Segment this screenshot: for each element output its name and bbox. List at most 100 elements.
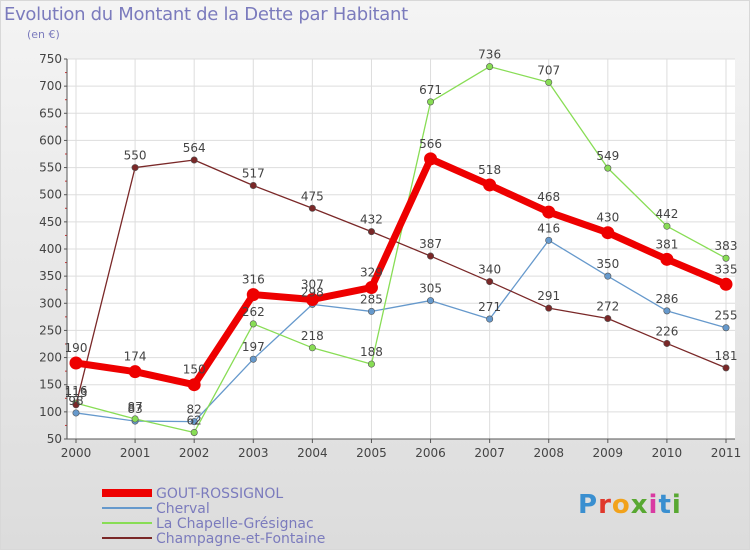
data-label-3: 550 <box>124 149 147 163</box>
x-tick-label: 2001 <box>120 446 151 460</box>
series-point-0 <box>483 178 497 192</box>
series-point-3 <box>367 228 375 236</box>
x-tick-label: 2006 <box>415 446 446 460</box>
series-point-1 <box>486 315 494 323</box>
series-point-3 <box>131 164 139 172</box>
data-label-0: 307 <box>301 277 324 291</box>
data-label-1: 286 <box>655 292 678 306</box>
y-tick-label: 750 <box>39 52 62 66</box>
legend-label-1: Cherval <box>156 501 210 517</box>
logo-letter: r <box>598 490 612 520</box>
series-point-1 <box>249 355 257 363</box>
series-point-3 <box>308 204 316 212</box>
series-point-0 <box>128 365 142 379</box>
data-label-0: 381 <box>655 237 678 251</box>
series-point-2 <box>190 428 198 436</box>
series-point-2 <box>427 98 435 106</box>
chart-unit: (en €) <box>27 28 60 41</box>
data-label-1: 285 <box>360 292 383 306</box>
logo-letter: o <box>611 490 631 520</box>
series-line-0 <box>72 155 730 389</box>
data-label-3: 340 <box>478 263 501 277</box>
data-label-1: 298 <box>301 285 324 299</box>
series-point-0 <box>542 205 556 219</box>
series-point-2 <box>131 415 139 423</box>
legend-label-0: GOUT-ROSSIGNOL <box>156 486 283 502</box>
series-point-3 <box>604 314 612 322</box>
data-label-0: 335 <box>715 262 738 276</box>
x-tick-label: 2004 <box>297 446 328 460</box>
data-label-0: 174 <box>124 350 147 364</box>
series-point-1 <box>72 409 80 417</box>
series-line-3 <box>75 159 727 406</box>
series-point-1 <box>604 272 612 280</box>
data-label-3: 291 <box>537 289 560 303</box>
y-tick-label: 700 <box>39 79 62 93</box>
series-point-2 <box>663 222 671 230</box>
series-point-1 <box>190 418 198 426</box>
series-point-0 <box>187 378 201 392</box>
legend-label-2: La Chapelle-Grésignac <box>156 516 314 532</box>
data-label-1: 98 <box>68 394 83 408</box>
x-tick-label: 2010 <box>652 446 683 460</box>
data-label-0: 518 <box>478 163 501 177</box>
series-line-1 <box>75 239 727 423</box>
series-point-3 <box>722 364 730 372</box>
y-tick-label: 300 <box>39 296 62 310</box>
series-point-1 <box>663 307 671 315</box>
data-label-2: 671 <box>419 83 442 97</box>
data-label-3: 564 <box>183 141 206 155</box>
data-label-2: 188 <box>360 345 383 359</box>
series-point-0 <box>424 152 438 166</box>
x-tick-label: 2011 <box>711 446 742 460</box>
y-tick-label: 250 <box>39 323 62 337</box>
x-tick-label: 2009 <box>593 446 624 460</box>
series-point-2 <box>722 254 730 262</box>
series-point-3 <box>545 304 553 312</box>
series-point-0 <box>305 292 319 306</box>
series-point-1 <box>427 297 435 305</box>
series-point-0 <box>719 277 733 291</box>
series-point-2 <box>308 344 316 352</box>
y-tick-label: 100 <box>39 405 62 419</box>
data-label-3: 432 <box>360 213 383 227</box>
data-label-2: 116 <box>65 384 88 398</box>
data-label-2: 218 <box>301 329 324 343</box>
series-point-3 <box>486 278 494 286</box>
data-label-3: 475 <box>301 189 324 203</box>
data-label-3: 387 <box>419 237 442 251</box>
series-point-2 <box>367 360 375 368</box>
data-label-2: 62 <box>187 413 202 427</box>
series-point-3 <box>249 181 257 189</box>
data-label-1: 271 <box>478 300 501 314</box>
data-label-3: 272 <box>596 299 619 313</box>
logo-letter: t <box>658 490 672 520</box>
data-label-0: 316 <box>242 273 265 287</box>
logo-letter: P <box>578 490 599 520</box>
x-tick-label: 2003 <box>238 446 269 460</box>
data-label-1: 416 <box>537 221 560 235</box>
data-label-2: 707 <box>537 63 560 77</box>
series-point-0 <box>246 288 260 302</box>
series-point-2 <box>545 78 553 86</box>
y-tick-label: 400 <box>39 242 62 256</box>
series-point-0 <box>69 356 83 370</box>
y-tick-label: 600 <box>39 133 62 147</box>
y-tick-label: 350 <box>39 269 62 283</box>
x-tick-label: 2002 <box>179 446 210 460</box>
series-line-2 <box>75 65 727 434</box>
chart-title: Evolution du Montant de la Dette par Hab… <box>4 4 408 25</box>
series-point-1 <box>545 236 553 244</box>
data-label-2: 549 <box>596 149 619 163</box>
logo-letter: x <box>630 490 649 520</box>
data-label-2: 736 <box>478 48 501 62</box>
series-point-2 <box>486 63 494 71</box>
series-point-3 <box>190 156 198 164</box>
data-label-1: 83 <box>127 402 142 416</box>
series-point-3 <box>427 252 435 260</box>
series-point-0 <box>601 226 615 240</box>
series-point-2 <box>604 164 612 172</box>
data-label-1: 350 <box>596 257 619 271</box>
series-point-1 <box>367 307 375 315</box>
